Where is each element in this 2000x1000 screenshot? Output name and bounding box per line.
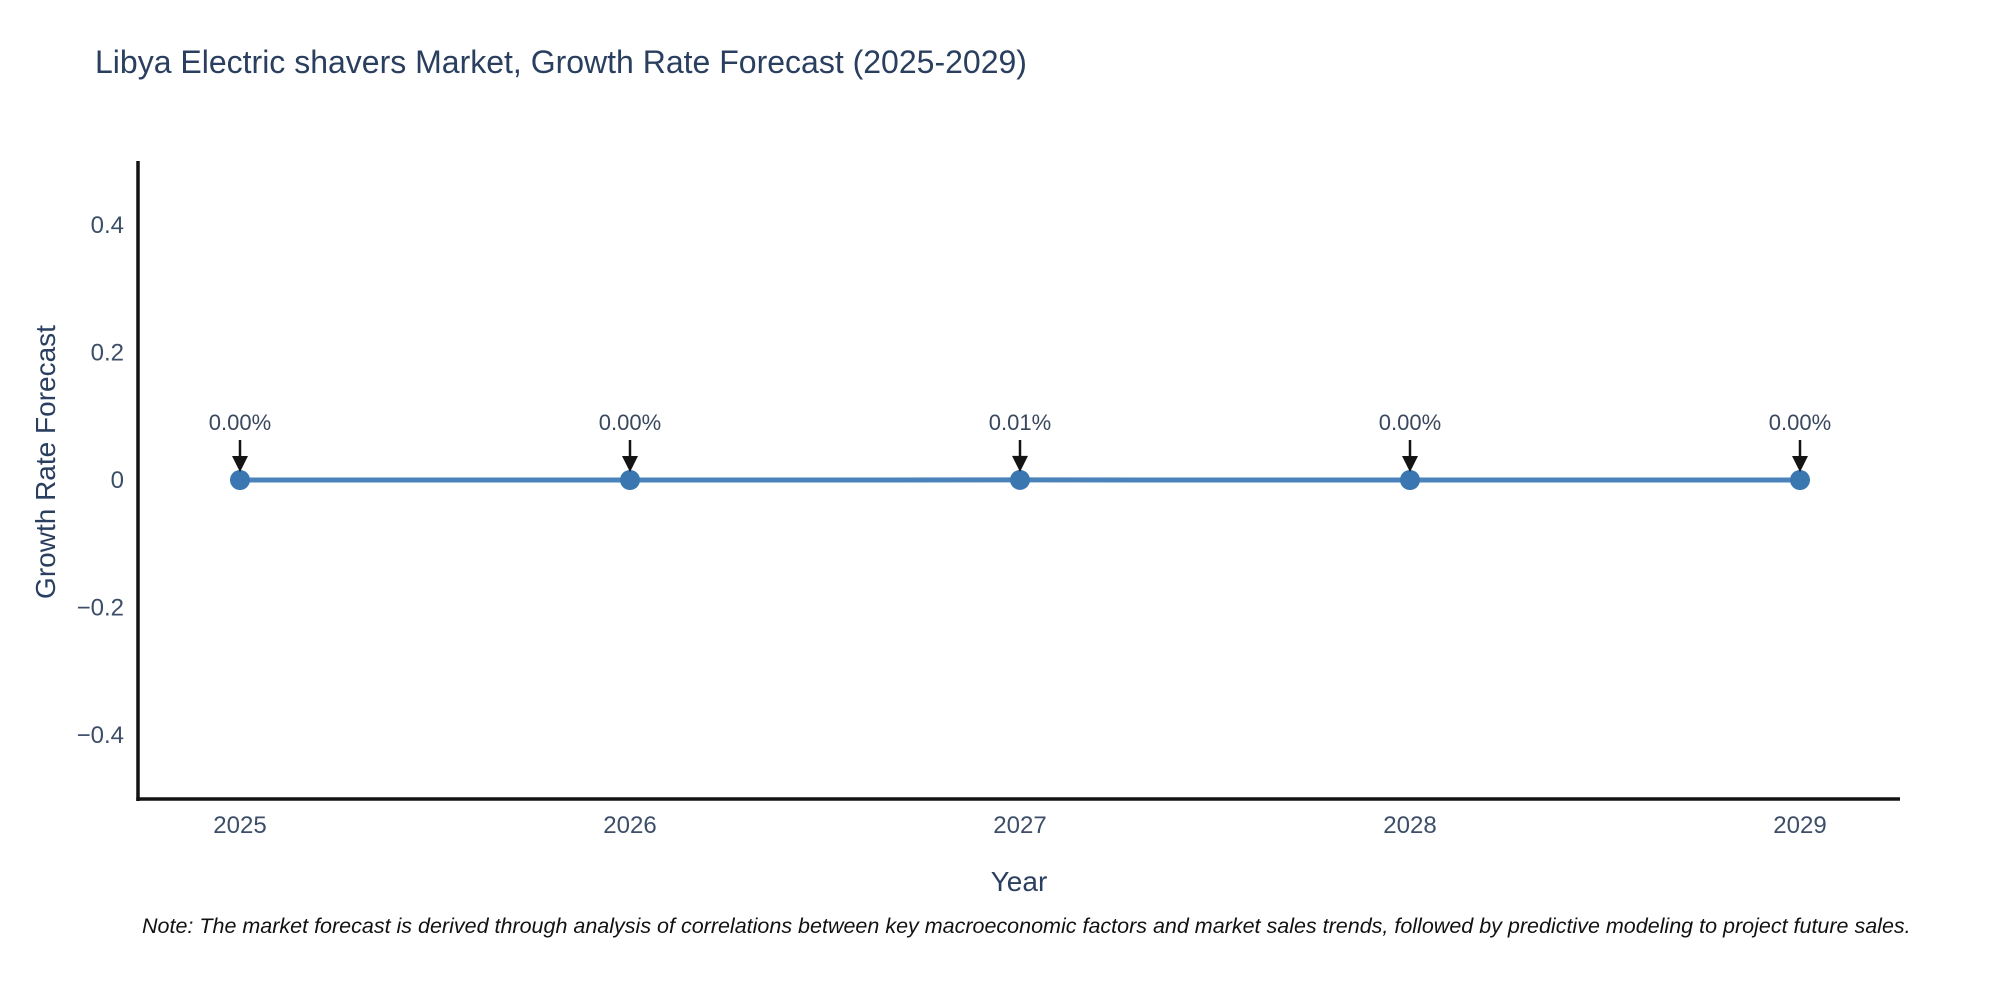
y-tick-label: 0.2: [91, 340, 124, 367]
annotation-arrowhead: [622, 456, 638, 472]
x-tick-label: 2027: [993, 812, 1046, 839]
annotation-label: 0.00%: [1769, 410, 1831, 435]
annotation-label: 0.00%: [1379, 410, 1441, 435]
data-point-marker-2026: [620, 470, 640, 490]
y-tick-label: 0: [111, 467, 124, 494]
chart-title: Libya Electric shavers Market, Growth Ra…: [95, 44, 1027, 80]
chart-footnote: Note: The market forecast is derived thr…: [142, 914, 1911, 938]
data-point-marker-2028: [1400, 470, 1420, 490]
annotation-arrowhead: [1012, 455, 1028, 472]
x-axis-title: Year: [990, 866, 1048, 897]
data-point-marker-2029: [1790, 470, 1810, 490]
annotation-label: 0.00%: [209, 410, 271, 435]
data-point-marker-2027: [1010, 469, 1030, 490]
data-point-marker-2025: [230, 470, 250, 490]
annotation-label: 0.01%: [989, 410, 1051, 435]
annotation-arrowhead: [1402, 456, 1418, 472]
y-axis-title: Growth Rate Forecast: [30, 325, 61, 599]
y-tick-label: −0.4: [77, 722, 124, 749]
y-tick-label: −0.2: [77, 595, 124, 622]
x-tick-label: 2026: [603, 812, 656, 839]
x-tick-label: 2029: [1773, 812, 1826, 839]
y-tick-label: 0.4: [91, 212, 124, 239]
annotation-label: 0.00%: [599, 410, 661, 435]
x-tick-label: 2025: [213, 812, 266, 839]
annotation-arrowhead: [232, 456, 248, 472]
x-tick-label: 2028: [1383, 812, 1436, 839]
annotation-arrowhead: [1792, 456, 1808, 472]
